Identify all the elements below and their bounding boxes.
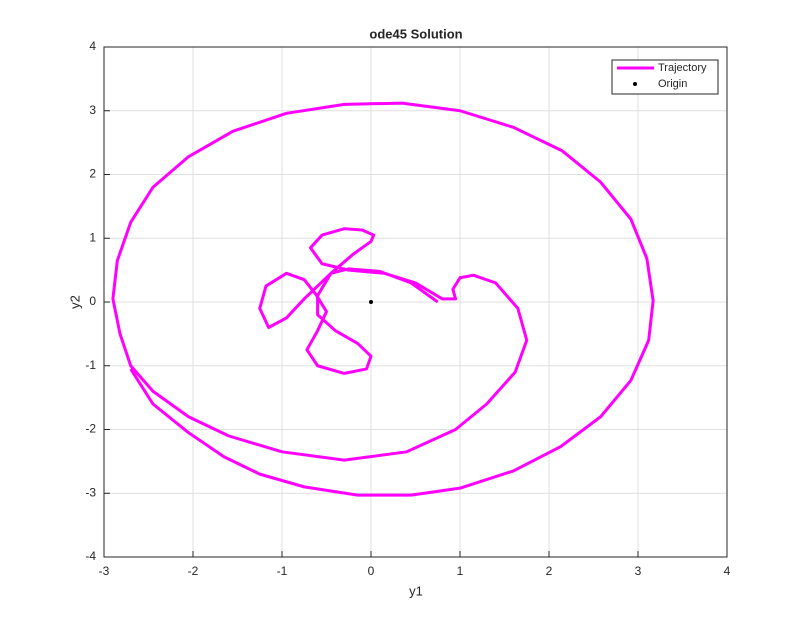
legend-label: Origin — [658, 78, 687, 90]
y-axis-label: y2 — [67, 295, 82, 309]
y-tick-label: -1 — [85, 358, 96, 372]
y-tick-label: -4 — [85, 549, 96, 563]
y-tick-label: -3 — [85, 485, 96, 499]
x-tick-label: 1 — [457, 564, 464, 578]
legend-swatch — [633, 82, 637, 86]
legend-box — [611, 59, 719, 95]
y-tick-label: 4 — [89, 39, 96, 53]
y-tick-label: 1 — [89, 230, 96, 244]
y-tick-label: 2 — [89, 167, 96, 181]
x-axis-label: y1 — [409, 583, 423, 598]
chart-title: ode45 Solution — [369, 26, 462, 41]
x-tick-label: 4 — [724, 564, 731, 578]
x-tick-label: -1 — [277, 564, 288, 578]
y-tick-label: 3 — [89, 103, 96, 117]
y-tick-label: 0 — [89, 294, 96, 308]
x-tick-label: -2 — [188, 564, 199, 578]
x-tick-label: 2 — [546, 564, 553, 578]
x-tick-label: 3 — [635, 564, 642, 578]
legend-label: Trajectory — [658, 62, 707, 74]
x-tick-label: -3 — [99, 564, 110, 578]
plot-frame — [103, 46, 728, 558]
trajectory-line — [111, 101, 655, 497]
x-tick-label: 0 — [368, 564, 375, 578]
y-tick-label: -2 — [85, 422, 96, 436]
origin-point — [369, 300, 373, 304]
